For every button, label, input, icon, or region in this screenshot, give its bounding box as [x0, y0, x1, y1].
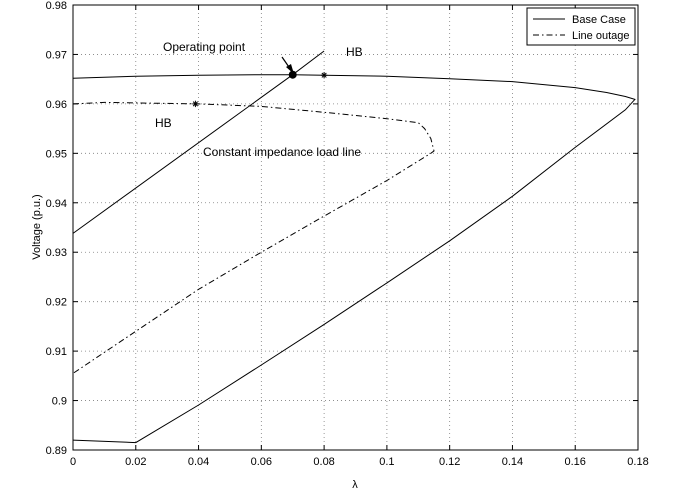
legend: Base Case Line outage [526, 7, 636, 46]
y-tick-label: 0.95 [46, 148, 67, 160]
x-tick-label: 0.04 [188, 456, 209, 468]
y-tick-label: 0.92 [46, 297, 67, 309]
series-line-outage [72, 101, 435, 374]
x-tick-label: 0.14 [502, 456, 523, 468]
plot-frame [72, 4, 639, 451]
x-tick-label: 0.06 [251, 456, 272, 468]
x-tick-label: 0.08 [313, 456, 334, 468]
hb-star-marker [320, 72, 328, 79]
x-tick-label: 0.02 [125, 456, 146, 468]
operating-point-arrowhead [286, 64, 294, 74]
y-tick-label: 0.97 [46, 49, 67, 61]
annotation-hb-base: HB [346, 45, 363, 59]
x-axis-label: λ [352, 479, 358, 491]
x-tick-label: 0.18 [627, 456, 648, 468]
legend-label-line-outage: Line outage [572, 30, 630, 42]
x-tick-label: 0.1 [379, 456, 394, 468]
legend-box [526, 7, 636, 46]
x-tick-label: 0.12 [439, 456, 460, 468]
x-tick-label: 0 [70, 456, 76, 468]
y-tick-label: 0.93 [46, 247, 67, 259]
y-tick-label: 0.94 [46, 198, 67, 210]
y-tick-label: 0.98 [46, 0, 67, 12]
series-base-case [72, 74, 636, 444]
y-tick-label: 0.96 [46, 99, 67, 111]
annotation-hb-outage: HB [155, 116, 172, 130]
hb-star-marker [192, 100, 199, 108]
annotation-load-line: Constant impedance load line [203, 145, 361, 159]
y-tick-label: 0.89 [46, 445, 67, 457]
x-tick-label: 0.16 [565, 456, 586, 468]
annotation-operating-point: Operating point [163, 40, 246, 54]
y-tick-label: 0.91 [46, 346, 67, 358]
y-tick-label: 0.9 [52, 396, 67, 408]
plot-markers [192, 70, 328, 108]
y-axis-label: Voltage (p.u.) [31, 194, 43, 259]
axis-ticks: 0 0.02 0.04 0.06 0.08 0.1 0.12 0.14 0.16 0.18 0.89… [46, 0, 649, 468]
legend-label-base-case: Base Case [572, 14, 626, 26]
operating-point-marker [288, 70, 297, 79]
